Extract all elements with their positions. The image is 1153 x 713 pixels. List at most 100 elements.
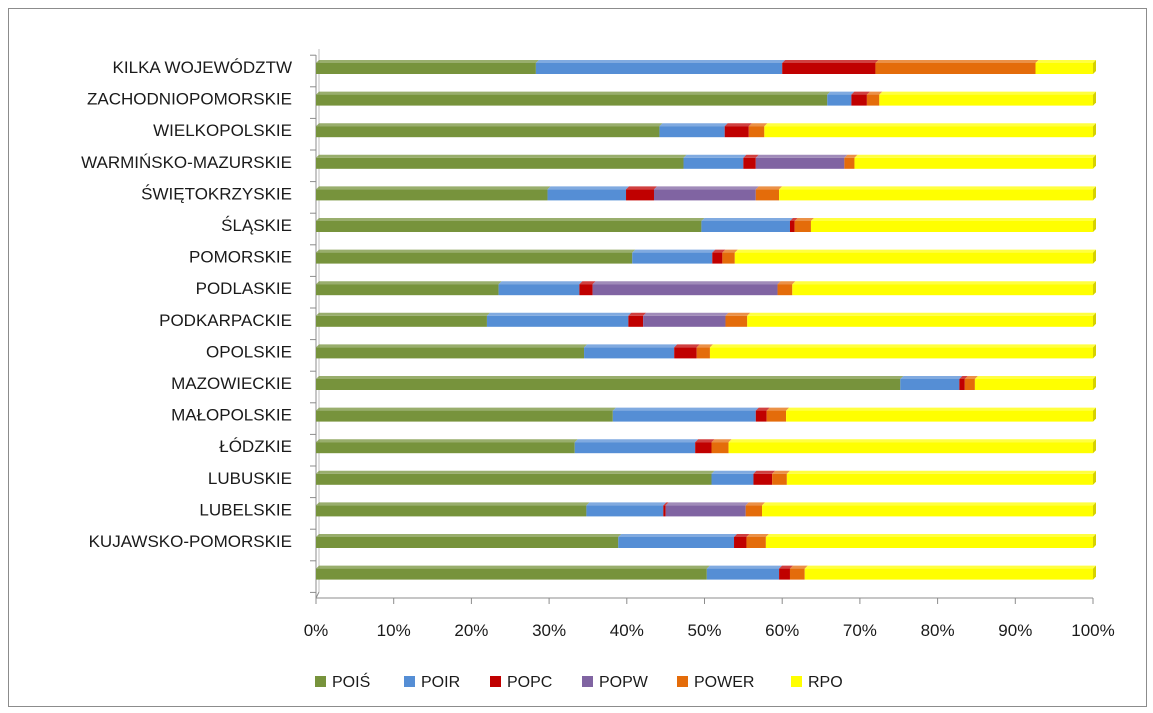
- category-label: ZACHODNIOPOMORSKIE: [87, 90, 292, 109]
- bar-rpo-lubelskie: [761, 502, 1096, 517]
- bar-end-cap: [1093, 376, 1096, 390]
- legend-swatch: [490, 676, 501, 687]
- x-tick-label: 0%: [304, 621, 329, 640]
- bar-popw-lubelskie: [665, 502, 749, 517]
- bar-end-cap: [1093, 502, 1096, 517]
- bar-poir-kujawsko-pomorskie: [618, 534, 738, 548]
- bar-end-cap: [1093, 470, 1096, 485]
- bar-pois-swietokrzyskie: [316, 186, 551, 201]
- bar-popc-zachodniopomorskie: [851, 91, 870, 106]
- x-tick-label: 60%: [765, 621, 799, 640]
- bar-poir-wielkopolskie: [659, 123, 728, 138]
- bar-power-pomorskie: [722, 249, 738, 264]
- bar-rpo-lodzkie: [728, 439, 1096, 454]
- category-label: MAŁOPOLSKIE: [171, 406, 292, 425]
- bar-poir-pomorskie: [632, 249, 716, 264]
- bar-poir-opolskie: [584, 344, 678, 359]
- bar-pois-lodzkie: [316, 439, 578, 454]
- bar-power-total: [789, 565, 808, 580]
- bar-pois-slaskie: [316, 218, 705, 232]
- bar-poir-lubelskie: [586, 502, 667, 517]
- bar-power-lubuskie: [772, 470, 790, 485]
- bar-pois-kujawsko-pomorskie: [316, 534, 622, 548]
- category-label: ŁÓDZKIE: [219, 437, 292, 456]
- bar-popc-podkarpackie: [628, 312, 647, 327]
- bar-power-zachodniopomorskie: [866, 91, 883, 106]
- bar-power-lodzkie: [711, 439, 732, 454]
- bar-end-cap: [1093, 407, 1096, 422]
- x-tick-label: 20%: [454, 621, 488, 640]
- bar-power-malopolskie: [766, 407, 790, 422]
- legend-item-pois: POIŚ: [315, 672, 370, 691]
- bar-poir-malopolskie: [612, 407, 759, 422]
- bar-poir-lubuskie: [711, 470, 757, 485]
- bar-rpo-warminsko-mazurskie: [854, 154, 1096, 169]
- bar-pois-kilka-wojewodztw: [316, 60, 539, 74]
- category-label: KILKA WOJEWÓDZTW: [113, 58, 292, 77]
- bar-poir-podlaskie: [498, 281, 583, 296]
- bar-rpo-total: [804, 565, 1096, 580]
- bar-rpo-kujawsko-pomorskie: [765, 534, 1096, 548]
- bar-end-cap: [1093, 565, 1096, 580]
- bar-rpo-malopolskie: [786, 407, 1096, 422]
- bar-popc-lubelskie: [663, 502, 669, 517]
- x-tick-label: 10%: [377, 621, 411, 640]
- bar-pois-pomorskie: [316, 249, 636, 264]
- bar-end-cap: [1093, 186, 1096, 201]
- bar-pois-zachodniopomorskie: [316, 91, 831, 106]
- bar-power-podlaskie: [777, 281, 796, 296]
- category-labels: KILKA WOJEWÓDZTW ZACHODNIOPOMORSKIE WIELKO…: [81, 58, 292, 551]
- bar-end-cap: [1093, 154, 1096, 169]
- bar-end-cap: [1093, 439, 1096, 454]
- legend-item-rpo: RPO: [791, 674, 843, 691]
- bar-popc-opolskie: [674, 344, 700, 359]
- bar-rpo-kilka-wojewodztw: [1035, 60, 1096, 74]
- bar-end-cap: [1093, 249, 1096, 264]
- axis-corner: [315, 591, 320, 599]
- legend-label: POIŚ: [332, 672, 370, 691]
- bar-rpo-podlaskie: [792, 281, 1096, 296]
- bar-power-kilka-wojewodztw: [875, 60, 1039, 74]
- legend-swatch: [582, 676, 593, 687]
- legend-label: RPO: [808, 674, 843, 691]
- category-label: WARMIŃSKO-MAZURSKIE: [81, 153, 292, 172]
- bar-poir-total: [706, 565, 783, 580]
- bar-poir-warminsko-mazurskie: [683, 154, 747, 169]
- bar-poir-swietokrzyskie: [547, 186, 630, 201]
- bar-power-lubelskie: [745, 502, 765, 517]
- bar-pois-podkarpackie: [316, 312, 490, 327]
- legend-item-popc: POPC: [490, 674, 552, 691]
- bar-power-podkarpackie: [725, 312, 751, 327]
- legend-label: POIR: [421, 674, 460, 691]
- bar-popc-podlaskie: [579, 281, 596, 296]
- legend-item-power: POWER: [677, 674, 754, 691]
- bar-poir-slaskie: [701, 218, 793, 232]
- category-label: MAZOWIECKIE: [171, 374, 292, 393]
- bar-end-cap: [1093, 344, 1096, 359]
- legend-swatch: [315, 676, 326, 687]
- bar-pois-warminsko-mazurskie: [316, 154, 687, 169]
- bar-rpo-podkarpackie: [747, 312, 1096, 327]
- bar-end-cap: [1093, 281, 1096, 296]
- bars: [316, 60, 1096, 580]
- bar-pois-opolskie: [316, 344, 588, 359]
- bar-popw-warminsko-mazurskie: [755, 154, 848, 169]
- x-tick-label: 80%: [921, 621, 955, 640]
- bar-rpo-slaskie: [810, 218, 1096, 232]
- bar-popc-warminsko-mazurskie: [743, 154, 759, 169]
- bar-power-swietokrzyskie: [755, 186, 783, 201]
- bar-popc-swietokrzyskie: [626, 186, 657, 201]
- bar-poir-lodzkie: [574, 439, 699, 454]
- bar-popc-pomorskie: [712, 249, 726, 264]
- category-label: LUBELSKIE: [199, 500, 292, 519]
- bar-popc-total: [779, 565, 793, 580]
- bar-popc-slaskie: [789, 218, 798, 232]
- bar-pois-malopolskie: [316, 407, 616, 422]
- bar-pois-lubelskie: [316, 502, 590, 517]
- bar-popc-lodzkie: [695, 439, 715, 454]
- bar-rpo-zachodniopomorskie: [879, 91, 1096, 106]
- x-tick-label: 40%: [610, 621, 644, 640]
- legend: POIŚ POIR POPC POPW POWER RPO: [315, 672, 843, 691]
- bar-end-cap: [1093, 91, 1096, 106]
- bar-rpo-pomorskie: [734, 249, 1096, 264]
